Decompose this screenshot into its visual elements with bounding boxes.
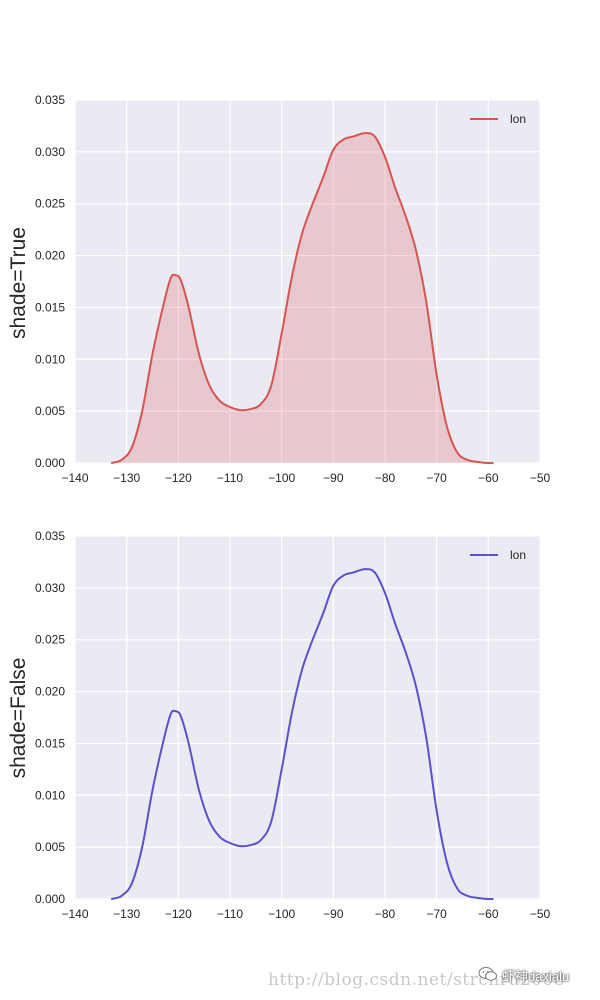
y-tick-label: 0.000 bbox=[35, 456, 65, 470]
x-tick-label: −120 bbox=[165, 471, 192, 485]
x-tick-label: −100 bbox=[268, 471, 295, 485]
y-tick-label: 0.005 bbox=[35, 404, 65, 418]
plot-area bbox=[75, 536, 540, 899]
y-tick-label: 0.030 bbox=[35, 145, 65, 159]
x-tick-label: −70 bbox=[426, 471, 447, 485]
y-tick-label: 0.030 bbox=[35, 581, 65, 595]
y-tick-label: 0.025 bbox=[35, 197, 65, 211]
y-tick-label: 0.035 bbox=[35, 93, 65, 107]
plot-area bbox=[75, 100, 540, 463]
x-tick-label: −120 bbox=[165, 907, 192, 921]
x-tick-label: −140 bbox=[61, 907, 88, 921]
series-line-lon bbox=[110, 568, 494, 901]
y-axis-label: shade=False bbox=[7, 658, 30, 779]
x-tick-label: −50 bbox=[530, 907, 551, 921]
x-tick-label: −140 bbox=[61, 471, 88, 485]
chart-panel-1: −140 −130 −120 −110 −100 −90 −80 −70 −60 −50 0.000… bbox=[7, 93, 551, 485]
y-tick-label: 0.020 bbox=[35, 249, 65, 263]
legend-label: lon bbox=[510, 548, 526, 562]
series-line-lon bbox=[110, 132, 494, 465]
x-tick-label: −80 bbox=[375, 907, 396, 921]
x-tick-label: −60 bbox=[478, 907, 499, 921]
x-tick-label: −80 bbox=[375, 471, 396, 485]
chart-panel-2: −140 −130 −120 −110 −100 −90 −80 −70 −60 −50 0.000… bbox=[7, 529, 551, 921]
x-tick-label: −60 bbox=[478, 471, 499, 485]
y-tick-label: 0.015 bbox=[35, 736, 65, 750]
x-tick-label: −110 bbox=[217, 471, 243, 485]
x-tick-label: −130 bbox=[113, 907, 140, 921]
y-tick-label: 0.010 bbox=[35, 352, 65, 366]
y-axis-label: shade=True bbox=[7, 227, 30, 339]
x-tick-label: −100 bbox=[268, 907, 295, 921]
x-tick-label: −90 bbox=[323, 907, 344, 921]
y-tick-label: 0.000 bbox=[35, 892, 65, 906]
y-tick-label: 0.025 bbox=[35, 633, 65, 647]
y-tick-label: 0.010 bbox=[35, 788, 65, 802]
x-tick-label: −90 bbox=[323, 471, 344, 485]
y-tick-label: 0.015 bbox=[35, 300, 65, 314]
x-tick-label: −130 bbox=[113, 471, 140, 485]
x-tick-label: −50 bbox=[530, 471, 551, 485]
x-tick-label: −70 bbox=[426, 907, 447, 921]
wechat-icon bbox=[478, 967, 497, 981]
legend-label: lon bbox=[510, 112, 526, 126]
x-tick-label: −110 bbox=[217, 907, 243, 921]
y-tick-label: 0.005 bbox=[35, 840, 65, 854]
y-tick-label: 0.035 bbox=[35, 529, 65, 543]
y-tick-label: 0.020 bbox=[35, 685, 65, 699]
watermark-brand: 虾神daxialu bbox=[502, 969, 570, 984]
